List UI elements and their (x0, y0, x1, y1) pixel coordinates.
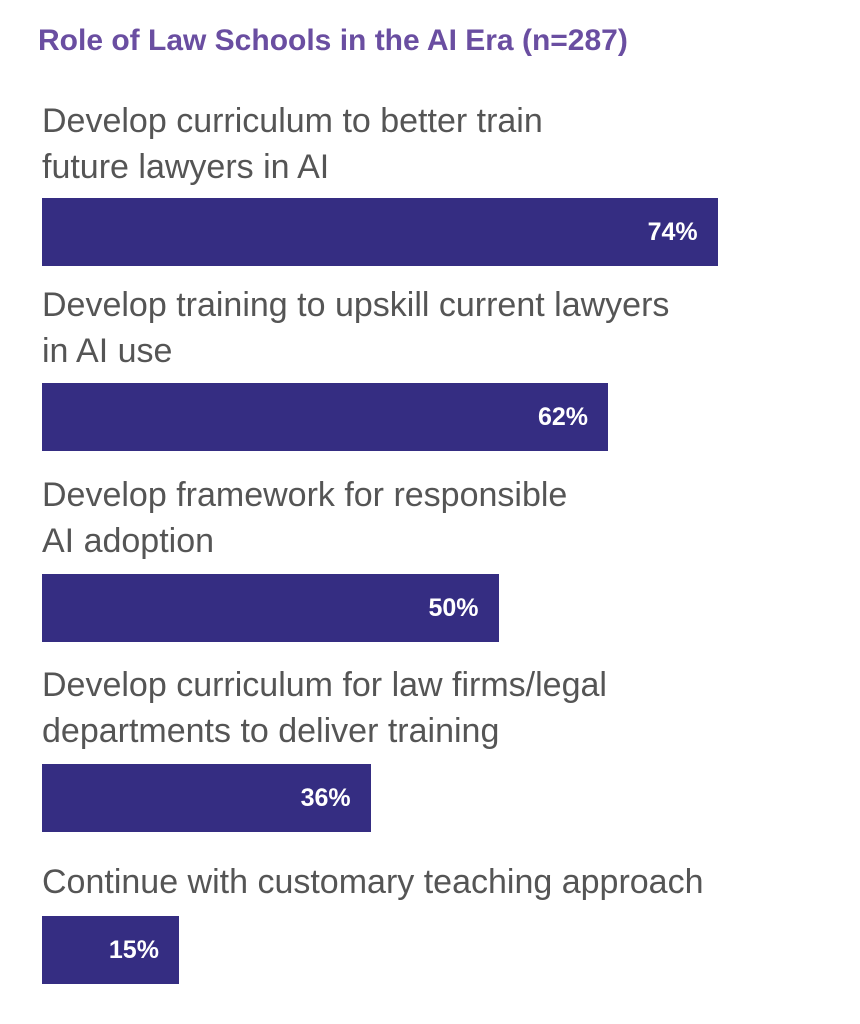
chart-title: Role of Law Schools in the AI Era (n=287… (38, 24, 628, 57)
category-label: Develop curriculum to better train futur… (42, 102, 543, 186)
value-label: 36% (300, 784, 351, 812)
bar: 50% (42, 574, 499, 642)
bar: 62% (42, 383, 609, 451)
value-label: 62% (538, 403, 589, 431)
bar: 74% (42, 198, 718, 266)
category-label: Develop framework for responsible AI ado… (42, 476, 568, 560)
category-label: Develop curriculum for law firms/legal d… (42, 666, 607, 750)
category-label: Develop training to upskill current lawy… (42, 286, 670, 370)
value-label: 74% (647, 218, 698, 246)
value-label: 15% (108, 936, 159, 964)
category-label: Continue with customary teaching approac… (42, 863, 704, 901)
bar: 15% (42, 916, 179, 984)
bar: 36% (42, 764, 371, 832)
value-label: 50% (428, 594, 479, 622)
